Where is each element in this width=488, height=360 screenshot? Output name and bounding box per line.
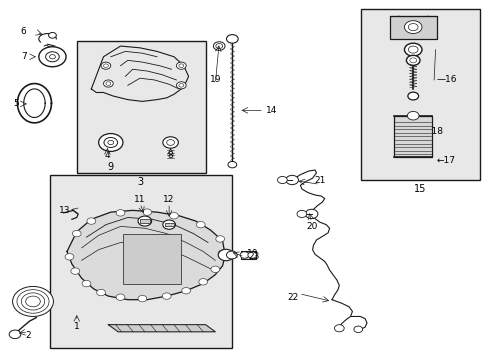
Circle shape <box>99 134 122 152</box>
Text: 7: 7 <box>21 52 26 61</box>
Circle shape <box>106 82 111 85</box>
Circle shape <box>218 250 226 256</box>
Circle shape <box>108 140 114 145</box>
Circle shape <box>226 35 238 43</box>
Circle shape <box>45 52 59 62</box>
Circle shape <box>179 84 183 87</box>
Circle shape <box>404 21 421 33</box>
Circle shape <box>409 58 416 63</box>
Circle shape <box>240 252 248 258</box>
Circle shape <box>166 140 174 145</box>
Circle shape <box>49 55 55 59</box>
Bar <box>50 175 232 348</box>
Circle shape <box>13 287 53 316</box>
Circle shape <box>101 62 111 69</box>
Circle shape <box>285 175 298 185</box>
Bar <box>164 223 173 226</box>
Circle shape <box>404 43 421 56</box>
Circle shape <box>334 325 344 332</box>
Text: 20: 20 <box>305 222 317 231</box>
Circle shape <box>226 251 237 259</box>
Circle shape <box>71 268 80 274</box>
Text: 1: 1 <box>74 322 80 331</box>
Circle shape <box>406 55 419 65</box>
Circle shape <box>407 92 418 100</box>
Bar <box>361 9 479 180</box>
Bar <box>389 16 436 39</box>
Circle shape <box>218 249 233 261</box>
Circle shape <box>116 210 124 216</box>
Circle shape <box>138 296 146 302</box>
Circle shape <box>48 32 56 38</box>
Circle shape <box>305 209 317 219</box>
Text: 6: 6 <box>21 27 26 36</box>
Circle shape <box>142 209 151 215</box>
Text: 22: 22 <box>287 293 298 302</box>
Text: 19: 19 <box>209 76 221 85</box>
Text: 8: 8 <box>167 151 173 160</box>
Circle shape <box>87 218 96 224</box>
Circle shape <box>17 290 49 313</box>
Polygon shape <box>67 210 224 300</box>
Text: 13: 13 <box>59 206 70 215</box>
Bar <box>140 219 149 223</box>
Circle shape <box>163 220 175 229</box>
Text: 4: 4 <box>104 151 110 160</box>
Circle shape <box>26 296 40 307</box>
Circle shape <box>116 294 124 300</box>
Circle shape <box>176 62 186 69</box>
Circle shape <box>9 330 21 339</box>
Circle shape <box>97 289 105 296</box>
Circle shape <box>407 46 417 53</box>
Circle shape <box>176 82 186 89</box>
Circle shape <box>163 137 178 148</box>
Text: ←17: ←17 <box>436 156 455 165</box>
Circle shape <box>210 266 219 273</box>
Circle shape <box>179 64 183 67</box>
Text: —16: —16 <box>436 76 456 85</box>
Circle shape <box>82 280 91 287</box>
Text: 21: 21 <box>313 176 325 185</box>
Circle shape <box>169 212 178 219</box>
Circle shape <box>39 47 66 67</box>
Text: ←18: ←18 <box>424 127 443 136</box>
Circle shape <box>103 80 113 87</box>
Text: 14: 14 <box>266 106 277 115</box>
Circle shape <box>104 138 117 148</box>
Circle shape <box>182 288 190 294</box>
Circle shape <box>196 221 204 228</box>
Text: 15: 15 <box>413 184 426 194</box>
Bar <box>122 234 181 284</box>
Circle shape <box>213 42 224 50</box>
Circle shape <box>199 279 207 285</box>
Text: 9: 9 <box>107 162 114 172</box>
Circle shape <box>296 210 306 217</box>
Text: 11: 11 <box>134 195 145 204</box>
Bar <box>77 41 205 173</box>
Text: 12: 12 <box>163 195 175 204</box>
Circle shape <box>227 161 236 168</box>
Circle shape <box>215 44 222 49</box>
Circle shape <box>215 236 224 242</box>
Circle shape <box>21 293 44 310</box>
Circle shape <box>353 326 362 333</box>
Bar <box>241 251 255 259</box>
Circle shape <box>162 293 171 299</box>
Text: 10: 10 <box>246 249 258 258</box>
Text: 5: 5 <box>14 99 19 108</box>
Circle shape <box>247 252 256 258</box>
Circle shape <box>103 64 108 67</box>
Circle shape <box>138 216 151 226</box>
Circle shape <box>407 111 418 120</box>
Text: 2: 2 <box>25 331 31 340</box>
Circle shape <box>407 23 417 31</box>
Circle shape <box>277 176 287 184</box>
Bar <box>393 116 431 157</box>
Text: 3: 3 <box>137 177 142 187</box>
Circle shape <box>72 230 81 237</box>
Circle shape <box>65 253 74 260</box>
Polygon shape <box>108 325 215 332</box>
Text: 23: 23 <box>248 252 260 261</box>
